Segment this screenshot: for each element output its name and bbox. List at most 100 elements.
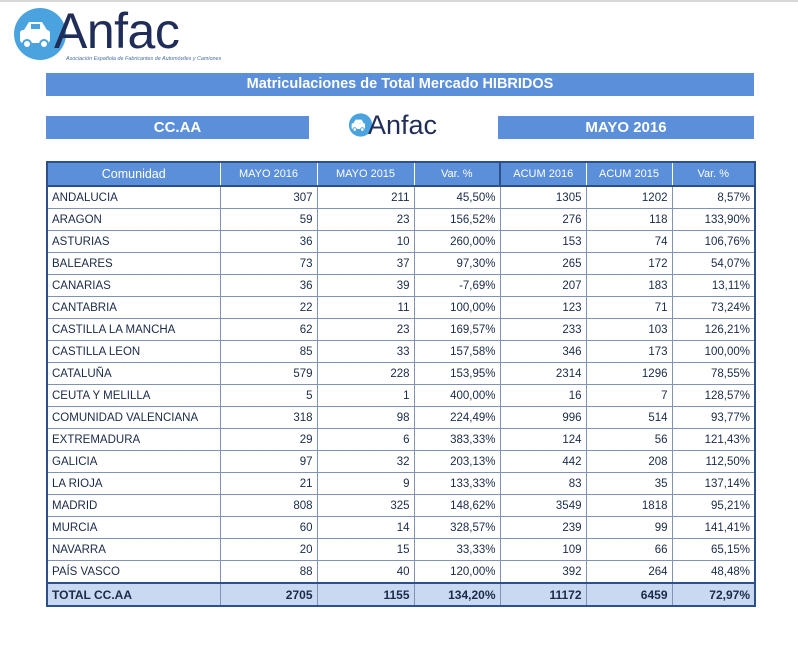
cell-mayo-2016: 20 [219, 538, 318, 561]
table-row: MADRID 808 325 148,62% 3549 1818 95,21% [46, 494, 756, 517]
cell-acum-2016: 392 [499, 560, 587, 584]
cell-var-acum: 65,15% [671, 538, 756, 561]
cell-acum-2016: 233 [499, 318, 587, 341]
cell-acum-2015: 99 [585, 516, 673, 539]
cell-acum-2016: 1305 [499, 185, 587, 209]
cell-comunidad: COMUNIDAD VALENCIANA [46, 406, 221, 429]
table-row: PAÍS VASCO 88 40 120,00% 392 264 48,48% [46, 560, 756, 584]
cell-mayo-2015: 10 [316, 230, 415, 253]
cell-acum-2015: 71 [585, 296, 673, 319]
cell-comunidad: MADRID [46, 494, 221, 517]
top-divider [0, 0, 798, 2]
report-title: Matriculaciones de Total Mercado HIBRIDO… [46, 73, 754, 96]
cell-comunidad: PAÍS VASCO [46, 560, 221, 584]
col-header-var-acum: Var. % [671, 161, 756, 187]
cell-mayo-2016: 59 [219, 208, 318, 231]
region-label: CC.AA [46, 116, 309, 139]
cell-var-month: 328,57% [413, 516, 501, 539]
cell-acum-2015: 1818 [585, 494, 673, 517]
cell-var-acum: 48,48% [671, 560, 756, 584]
brand-name-small: Anfac [368, 110, 438, 140]
table-row: COMUNIDAD VALENCIANA 318 98 224,49% 996 514 93… [46, 406, 756, 429]
table-row: CANARIAS 36 39 -7,69% 207 183 13,11% [46, 274, 756, 297]
cell-acum-2016: 3549 [499, 494, 587, 517]
cell-comunidad: EXTREMADURA [46, 428, 221, 451]
cell-mayo-2016: 22 [219, 296, 318, 319]
table-row: CASTILLA LEON 85 33 157,58% 346 173 100,00% [46, 340, 756, 363]
col-header-var-month: Var. % [413, 161, 501, 187]
cell-mayo-2015: 325 [316, 494, 415, 517]
cell-var-acum: 54,07% [671, 252, 756, 275]
cell-var-month: 156,52% [413, 208, 501, 231]
table-row: LA RIOJA 21 9 133,33% 83 35 137,14% [46, 472, 756, 495]
cell-comunidad: CANTABRIA [46, 296, 221, 319]
cell-var-month: 169,57% [413, 318, 501, 341]
anfac-logo: Anfac Asociación Española de Fabricantes… [12, 3, 252, 68]
cell-mayo-2015: 15 [316, 538, 415, 561]
table-row: ANDALUCIA 307 211 45,50% 1305 1202 8,57% [46, 185, 756, 209]
cell-mayo-2016: 88 [219, 560, 318, 584]
cell-acum-2015: 118 [585, 208, 673, 231]
cell-comunidad: BALEARES [46, 252, 221, 275]
cell-var-acum: 128,57% [671, 384, 756, 407]
cell-var-month: 133,33% [413, 472, 501, 495]
cell-acum-2015: 103 [585, 318, 673, 341]
cell-acum-2015: 172 [585, 252, 673, 275]
cell-mayo-2016: 21 [219, 472, 318, 495]
cell-mayo-2016: 36 [219, 274, 318, 297]
cell-acum-2016: 124 [499, 428, 587, 451]
cell-var-month: 203,13% [413, 450, 501, 473]
table-row: CASTILLA LA MANCHA 62 23 169,57% 233 103 126,2… [46, 318, 756, 341]
cell-mayo-2015: 39 [316, 274, 415, 297]
cell-acum-2015: 173 [585, 340, 673, 363]
cell-var-acum: 95,21% [671, 494, 756, 517]
col-header-comunidad: Comunidad [46, 161, 221, 187]
cell-var-month: 153,95% [413, 362, 501, 385]
cell-mayo-2015: 9 [316, 472, 415, 495]
cell-mayo-2015: 23 [316, 318, 415, 341]
total-row: TOTAL CC.AA 2705 1155 134,20% 11172 6459 72,97… [46, 582, 756, 607]
cell-acum-2015: 35 [585, 472, 673, 495]
col-header-acum-2015: ACUM 2015 [585, 161, 673, 187]
cell-acum-2016: 276 [499, 208, 587, 231]
cell-mayo-2015: 6 [316, 428, 415, 451]
brand-name: Anfac [54, 3, 180, 59]
cell-var-acum: 93,77% [671, 406, 756, 429]
cell-comunidad: CASTILLA LA MANCHA [46, 318, 221, 341]
registrations-table: Comunidad MAYO 2016 MAYO 2015 Var. % ACU… [46, 161, 756, 607]
cell-acum-2015: 264 [585, 560, 673, 584]
cell-var-month: 45,50% [413, 185, 501, 209]
cell-acum-2016: 16 [499, 384, 587, 407]
cell-var-month: 148,62% [413, 494, 501, 517]
cell-mayo-2016: 60 [219, 516, 318, 539]
table-row: MURCIA 60 14 328,57% 239 99 141,41% [46, 516, 756, 539]
cell-var-acum: 100,00% [671, 340, 756, 363]
table-body: ANDALUCIA 307 211 45,50% 1305 1202 8,57% ARAGON… [46, 185, 756, 607]
cell-var-month: 120,00% [413, 560, 501, 584]
cell-acum-2016: 109 [499, 538, 587, 561]
cell-mayo-2015: 1155 [316, 582, 415, 607]
cell-comunidad: CANARIAS [46, 274, 221, 297]
cell-mayo-2016: 29 [219, 428, 318, 451]
cell-var-acum: 112,50% [671, 450, 756, 473]
cell-var-acum: 8,57% [671, 185, 756, 209]
cell-mayo-2016: 2705 [219, 582, 318, 607]
cell-mayo-2016: 62 [219, 318, 318, 341]
brand-tagline: Asociación Española de Fabricantes de Au… [66, 56, 222, 62]
table-row: CEUTA Y MELILLA 5 1 400,00% 16 7 128,57% [46, 384, 756, 407]
cell-mayo-2016: 73 [219, 252, 318, 275]
cell-acum-2016: 2314 [499, 362, 587, 385]
cell-comunidad: ASTURIAS [46, 230, 221, 253]
cell-comunidad: ANDALUCIA [46, 185, 221, 209]
cell-comunidad: NAVARRA [46, 538, 221, 561]
table-row: ASTURIAS 36 10 260,00% 153 74 106,76% [46, 230, 756, 253]
cell-var-month: 260,00% [413, 230, 501, 253]
cell-comunidad: CASTILLA LEON [46, 340, 221, 363]
table-row: ARAGON 59 23 156,52% 276 118 133,90% [46, 208, 756, 231]
cell-mayo-2015: 1 [316, 384, 415, 407]
table-row: EXTREMADURA 29 6 383,33% 124 56 121,43% [46, 428, 756, 451]
cell-acum-2016: 83 [499, 472, 587, 495]
cell-acum-2015: 208 [585, 450, 673, 473]
cell-comunidad: ARAGON [46, 208, 221, 231]
cell-mayo-2015: 37 [316, 252, 415, 275]
